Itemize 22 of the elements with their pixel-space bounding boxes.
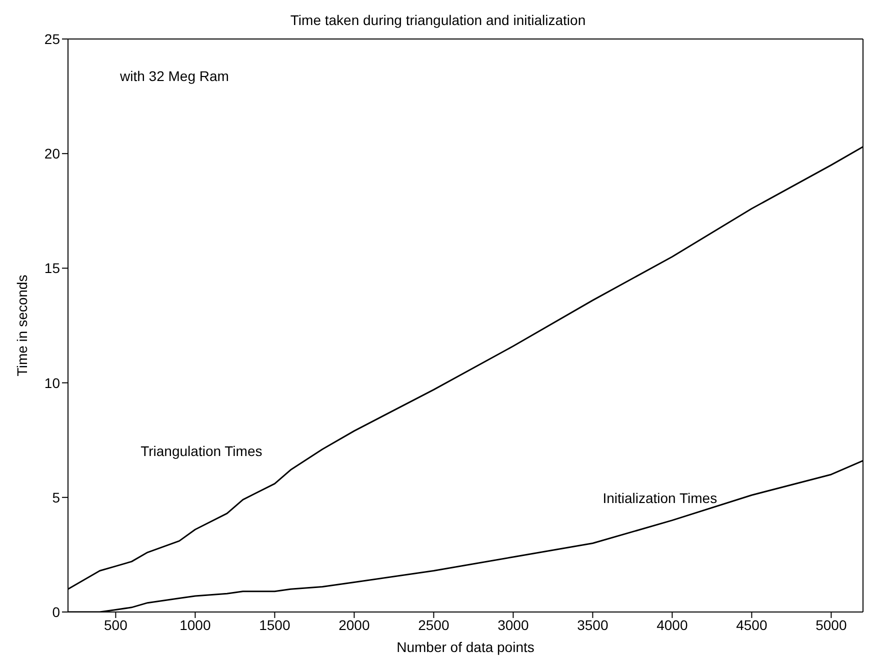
x-tick-label: 1000 <box>180 616 211 633</box>
y-tick-label: 25 <box>44 30 60 47</box>
y-tick-label: 0 <box>52 604 60 620</box>
y-tick-label: 20 <box>44 146 60 162</box>
x-tick-label: 3000 <box>498 616 529 633</box>
x-tick-label: 2500 <box>418 616 450 633</box>
x-tick-label: 3500 <box>577 616 608 633</box>
x-tick-label: 500 <box>104 616 128 633</box>
series-label: Initialization Times <box>602 490 718 506</box>
chart-title: Time taken during triangulation and initialization <box>289 12 587 28</box>
x-tick-label: 5000 <box>816 616 847 633</box>
annotation: with 32 Meg Ram <box>120 68 229 84</box>
x-tick-label: 4500 <box>736 616 768 633</box>
x-tick-label: 1500 <box>259 616 290 633</box>
x-tick-label: 4000 <box>656 616 688 633</box>
y-tick-label: 5 <box>52 489 60 506</box>
y-axis-title: Time in seconds <box>14 274 30 376</box>
x-tick-label: 2000 <box>338 616 370 633</box>
y-tick-label: 15 <box>44 260 60 276</box>
y-tick-label: 10 <box>44 374 60 391</box>
series-label: Triangulation Times <box>140 442 262 459</box>
x-axis-title: Number of data points <box>396 639 534 655</box>
